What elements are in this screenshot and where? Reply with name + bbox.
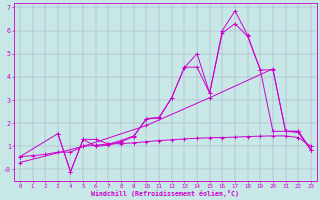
X-axis label: Windchill (Refroidissement éolien,°C): Windchill (Refroidissement éolien,°C): [92, 190, 239, 197]
